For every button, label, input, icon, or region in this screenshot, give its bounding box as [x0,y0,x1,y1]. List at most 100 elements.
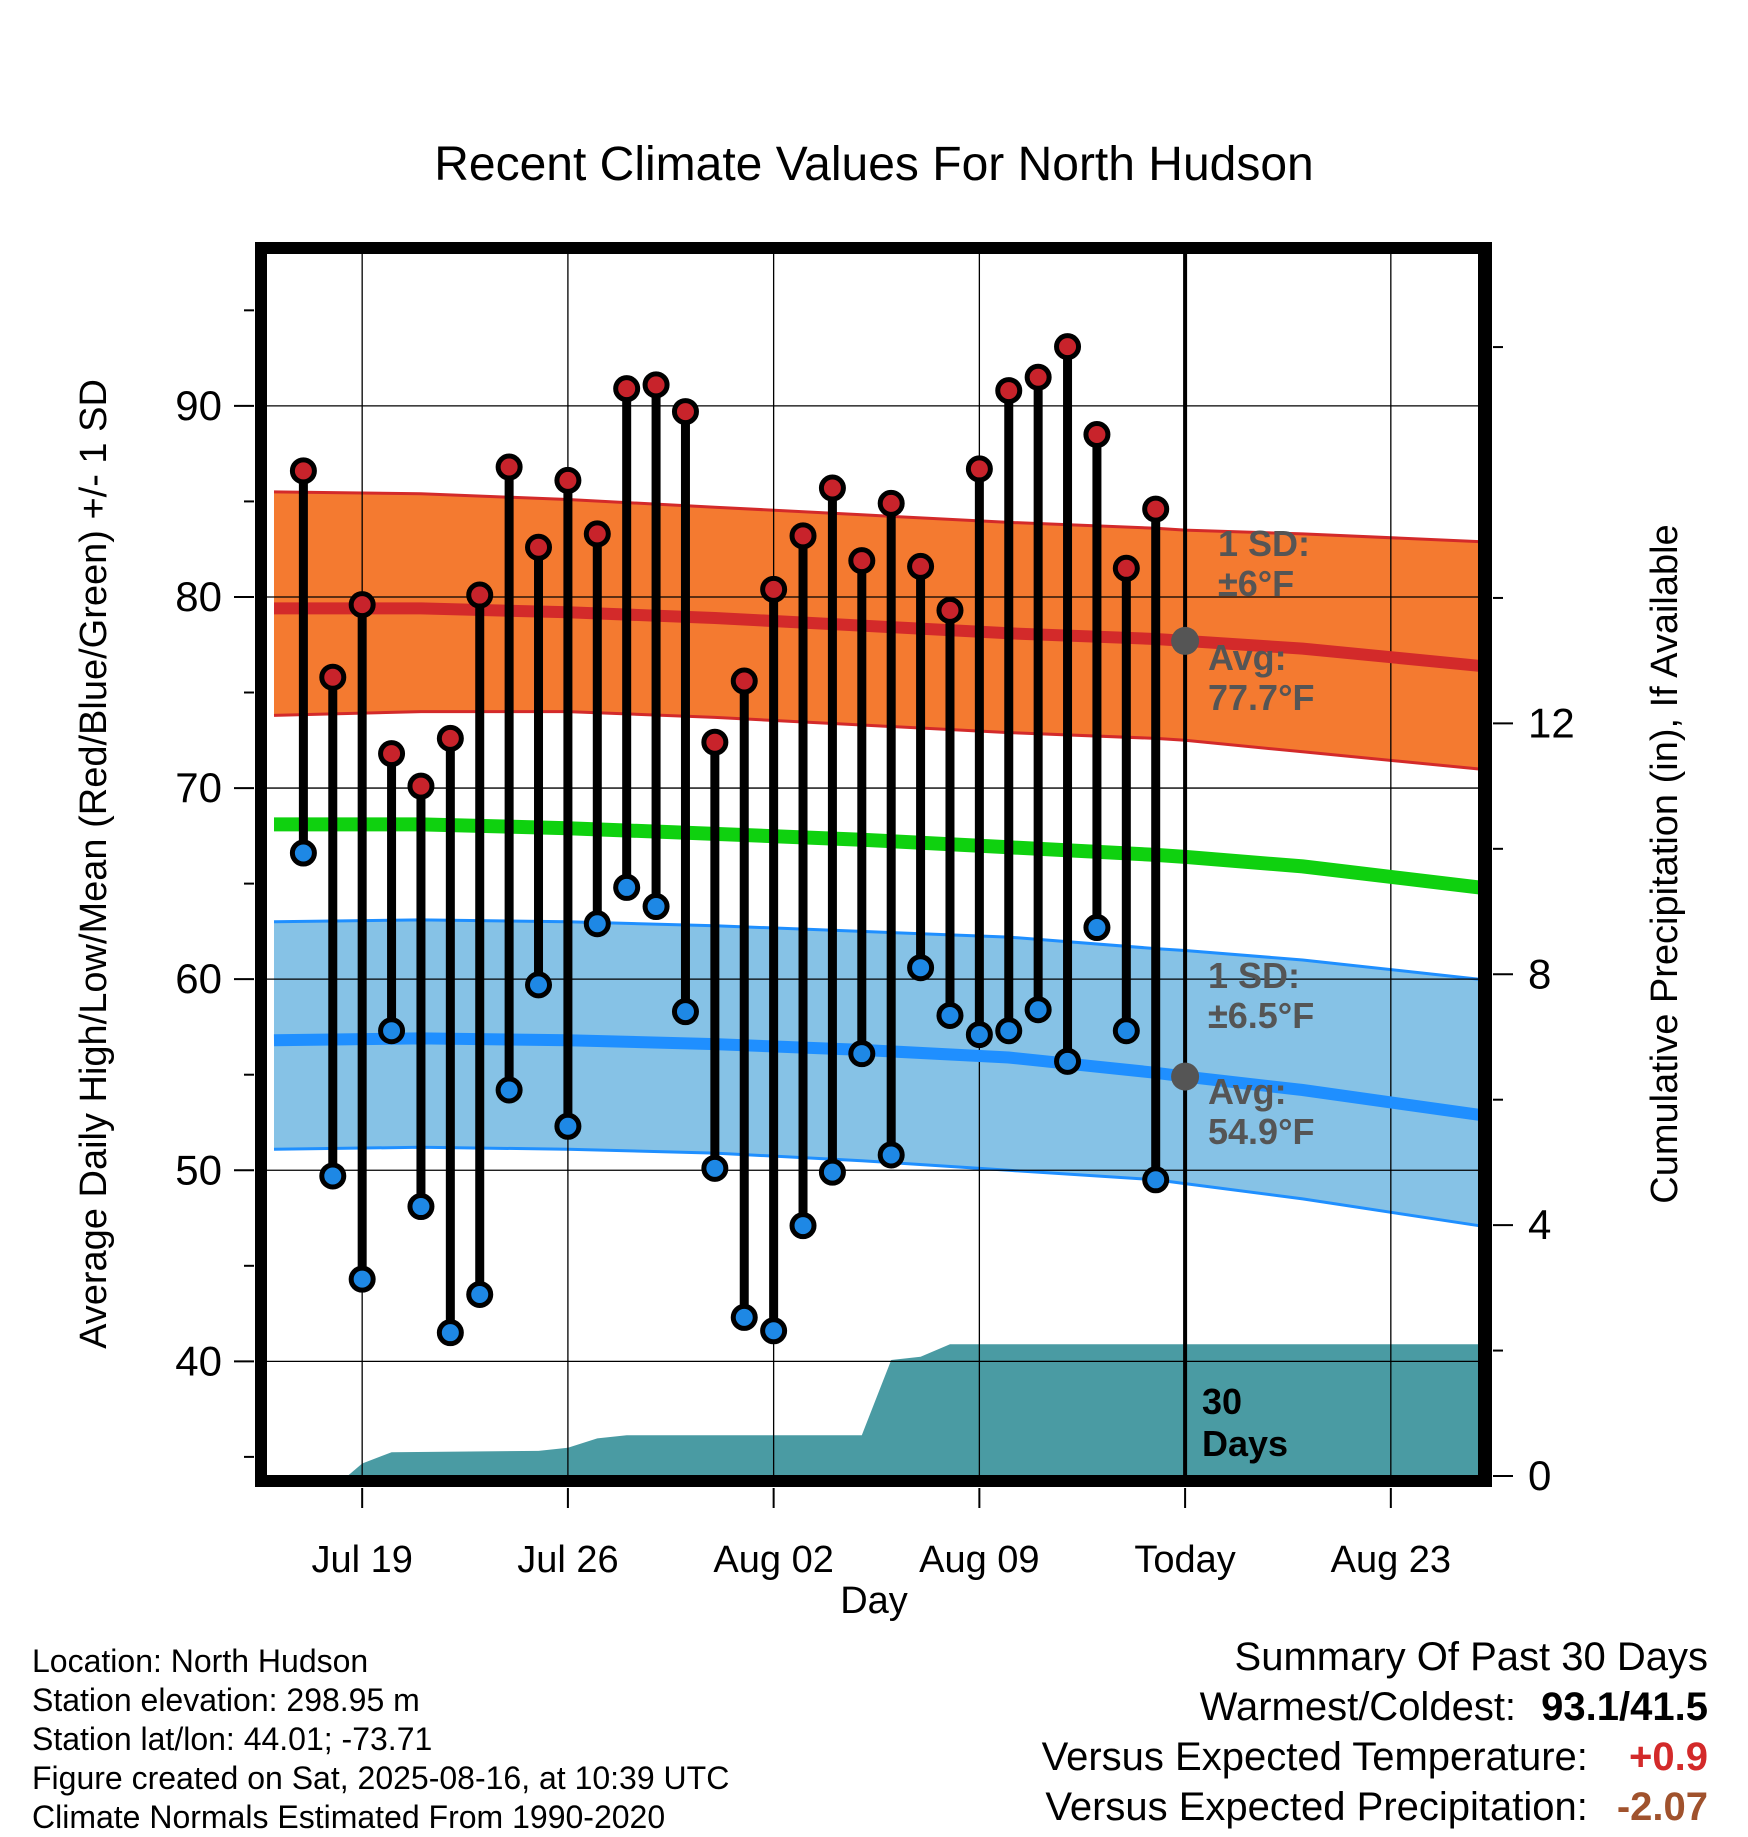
low-normal-line [273,1032,1480,1121]
daily-low-point [348,1265,376,1293]
daily-high-point [319,663,347,691]
y-tick-label-left: 50 [175,1146,222,1193]
high-lower-edge [273,710,1480,771]
elevation-line: Station elevation: 298.95 m [32,1682,420,1718]
daily-low-point [1142,1166,1170,1194]
daily-high-point [525,533,553,561]
y-tick-label-left: 90 [175,382,222,429]
daily-high-point [583,520,611,548]
daily-high-point [1142,495,1170,523]
daily-low-point [730,1303,758,1331]
daily-high-point [407,772,435,800]
daily-low-point [583,910,611,938]
low-sd-annotation: ±6.5°F [1208,995,1314,1036]
summary-precip-anomaly: Versus Expected Precipitation: -2.07 [1042,1782,1708,1832]
temp-anomaly-label: Versus Expected Temperature: [1041,1735,1588,1779]
daily-high-point [466,581,494,609]
temp-anomaly-value: +0.9 [1629,1735,1708,1779]
daily-low-point [613,873,641,901]
high-sd-annotation: ±6°F [1218,563,1294,604]
high-avg-annotation: Avg: [1208,637,1287,678]
y-axis-left-label: Average Daily High/Low/Mean (Red/Blue/Gr… [73,379,115,1349]
daily-high-point [495,453,523,481]
x-tick-label: Aug 02 [713,1539,833,1581]
precip-days-annotation: 30 [1202,1381,1242,1422]
x-tick-label: Today [1134,1539,1235,1581]
summary-warmest-coldest: Warmest/Coldest: 93.1/41.5 [1042,1682,1708,1732]
climate-chart: Recent Climate Values For North Hudson 1… [73,138,1686,1622]
daily-high-point [613,375,641,403]
daily-low-point [671,998,699,1026]
y-tick-label-left: 80 [175,573,222,620]
x-axis-label: Day [840,1580,908,1622]
high-avg-annotation: 77.7°F [1208,677,1314,718]
daily-low-point [495,1076,523,1104]
low-avg-annotation: Avg: [1208,1071,1287,1112]
station-info: Location: North Hudson Station elevation… [32,1642,729,1837]
created-line: Figure created on Sat, 2025-08-16, at 10… [32,1760,730,1796]
today-low-avg-marker [1171,1062,1200,1091]
daily-low-point [701,1154,729,1182]
observed-bars [289,333,1170,1347]
daily-high-point [995,377,1023,405]
daily-high-point [436,724,464,752]
daily-low-point [378,1017,406,1045]
daily-high-point [378,740,406,768]
precipitation-fill [274,1344,1479,1476]
daily-low-point [760,1317,788,1345]
daily-high-point [730,667,758,695]
daily-low-point [789,1212,817,1240]
daily-low-point [907,954,935,982]
daily-low-point [936,1001,964,1029]
daily-low-point [319,1162,347,1190]
daily-high-point [1083,421,1111,449]
daily-high-point [818,474,846,502]
axes: Jul 19 Jul 26 Aug 02 Aug 09 Today Aug 2340506… [175,309,1575,1581]
y-tick-label-right: 12 [1528,699,1575,746]
daily-low-point [466,1280,494,1308]
daily-high-point [642,371,670,399]
daily-low-point [436,1319,464,1347]
summary-panel: Summary Of Past 30 Days Warmest/Coldest:… [1042,1632,1708,1832]
daily-high-point [1024,363,1052,391]
precipitation-area [274,1344,1479,1476]
daily-high-point [1112,554,1140,582]
normals-line: Climate Normals Estimated From 1990-2020 [32,1799,666,1835]
y-axis-right-label: Cumulative Precipitation (in), If Availa… [1644,524,1686,1203]
today-high-avg-marker [1171,626,1200,655]
daily-high-point [554,466,582,494]
daily-high-point [760,575,788,603]
warmest-coldest-label: Warmest/Coldest: [1199,1685,1517,1729]
low-upper-edge [273,918,1480,981]
low-sd-annotation: 1 SD: [1208,955,1300,996]
daily-high-point [965,455,993,483]
warmest-coldest-value: 93.1/41.5 [1541,1685,1708,1729]
daily-high-point [1054,333,1082,361]
high-sd-annotation: 1 SD: [1218,523,1310,564]
daily-low-point [877,1141,905,1169]
daily-low-point [1054,1047,1082,1075]
precip-anomaly-label: Versus Expected Precipitation: [1045,1785,1588,1829]
daily-low-point [848,1040,876,1068]
daily-low-point [818,1158,846,1186]
daily-low-point [407,1193,435,1221]
high-normal-line [274,602,1480,672]
normal-lines [273,253,1480,1476]
daily-low-point [642,893,670,921]
daily-high-point [848,547,876,575]
daily-low-point [554,1112,582,1140]
daily-low-point [965,1021,993,1049]
low-avg-annotation: 54.9°F [1208,1111,1314,1152]
daily-high-point [701,728,729,756]
y-tick-label-right: 0 [1528,1452,1551,1499]
daily-high-point [671,398,699,426]
y-tick-label-left: 40 [175,1337,222,1384]
plot-frame [255,242,1492,1487]
low-lower-edge [273,1145,1480,1228]
y-tick-label-right: 8 [1528,950,1551,997]
daily-low-point [1112,1017,1140,1045]
location-line: Location: North Hudson [32,1643,369,1679]
chart-title: Recent Climate Values For North Hudson [434,138,1314,191]
daily-low-point [1083,914,1111,942]
